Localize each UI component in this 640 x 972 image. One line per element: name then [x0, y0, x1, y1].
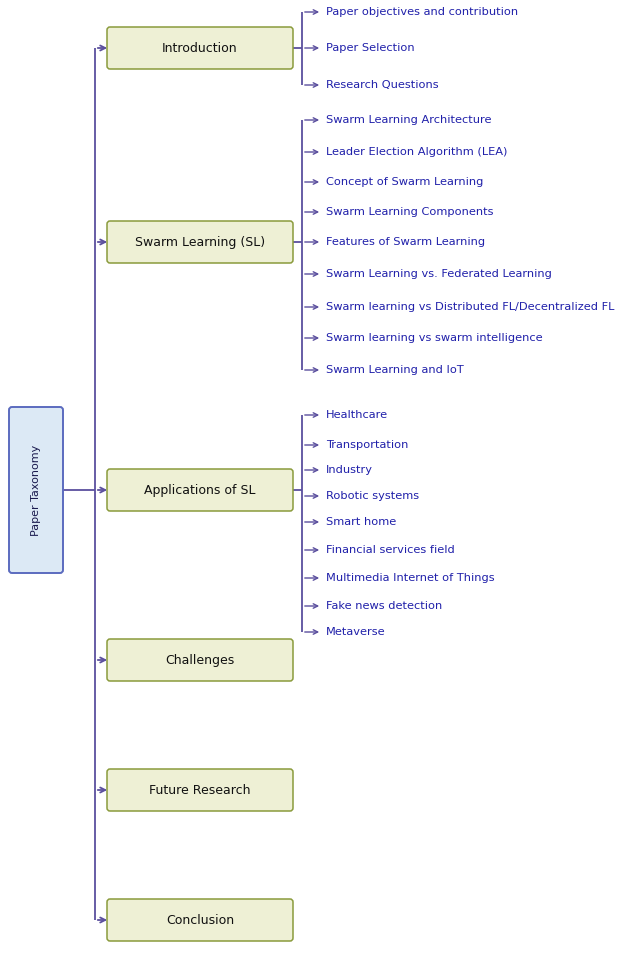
- Text: Transportation: Transportation: [326, 440, 408, 450]
- Text: Paper objectives and contribution: Paper objectives and contribution: [326, 7, 518, 17]
- Text: Swarm Learning (SL): Swarm Learning (SL): [135, 235, 265, 249]
- Text: Concept of Swarm Learning: Concept of Swarm Learning: [326, 177, 483, 187]
- Text: Introduction: Introduction: [162, 42, 238, 54]
- Text: Swarm Learning and IoT: Swarm Learning and IoT: [326, 365, 464, 375]
- Text: Metaverse: Metaverse: [326, 627, 386, 637]
- Text: Research Questions: Research Questions: [326, 80, 438, 90]
- Text: Swarm Learning Components: Swarm Learning Components: [326, 207, 493, 217]
- Text: Features of Swarm Learning: Features of Swarm Learning: [326, 237, 485, 247]
- Text: Multimedia Internet of Things: Multimedia Internet of Things: [326, 573, 495, 583]
- FancyBboxPatch shape: [9, 407, 63, 573]
- FancyBboxPatch shape: [107, 899, 293, 941]
- Text: Swarm learning vs swarm intelligence: Swarm learning vs swarm intelligence: [326, 333, 543, 343]
- Text: Swarm Learning vs. Federated Learning: Swarm Learning vs. Federated Learning: [326, 269, 552, 279]
- Text: Financial services field: Financial services field: [326, 545, 455, 555]
- FancyBboxPatch shape: [107, 221, 293, 263]
- Text: Paper Taxonomy: Paper Taxonomy: [31, 444, 41, 536]
- FancyBboxPatch shape: [107, 27, 293, 69]
- Text: Paper Selection: Paper Selection: [326, 43, 415, 53]
- Text: Smart home: Smart home: [326, 517, 396, 527]
- Text: Fake news detection: Fake news detection: [326, 601, 442, 611]
- FancyBboxPatch shape: [107, 639, 293, 681]
- Text: Future Research: Future Research: [149, 783, 251, 796]
- FancyBboxPatch shape: [107, 469, 293, 511]
- Text: Swarm Learning Architecture: Swarm Learning Architecture: [326, 115, 492, 125]
- Text: Applications of SL: Applications of SL: [144, 483, 256, 497]
- Text: Swarm learning vs Distributed FL/Decentralized FL: Swarm learning vs Distributed FL/Decentr…: [326, 302, 614, 312]
- Text: Healthcare: Healthcare: [326, 410, 388, 420]
- Text: Leader Election Algorithm (LEA): Leader Election Algorithm (LEA): [326, 147, 508, 157]
- Text: Industry: Industry: [326, 465, 373, 475]
- Text: Conclusion: Conclusion: [166, 914, 234, 926]
- FancyBboxPatch shape: [107, 769, 293, 811]
- Text: Robotic systems: Robotic systems: [326, 491, 419, 501]
- Text: Challenges: Challenges: [165, 653, 235, 667]
